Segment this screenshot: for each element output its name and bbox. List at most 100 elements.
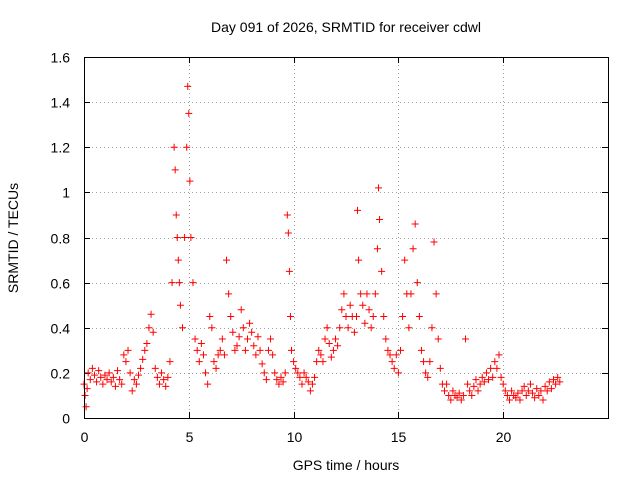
data-point [518,387,526,395]
data-point [361,319,369,327]
data-point [130,376,138,384]
data-point [426,358,434,366]
data-point [478,373,486,381]
x-tick-label: 5 [186,429,194,445]
data-point [543,387,551,395]
data-point [529,389,537,397]
data-point [505,396,513,404]
data-point [120,351,128,359]
data-point [172,211,180,219]
data-point [420,358,428,366]
data-point [273,376,281,384]
data-point [252,351,260,359]
data-point [346,301,354,309]
data-point [220,351,228,359]
data-point [101,371,109,379]
data-point [459,391,467,399]
data-point [284,229,292,237]
y-tick-labels: 0 0.2 0.4 0.6 0.8 1 1.2 1.4 1.6 [51,50,71,427]
data-point [267,335,275,343]
data-point [461,335,469,343]
data-point [378,267,386,275]
data-point [179,324,187,332]
data-point [524,387,532,395]
data-point [457,396,465,404]
x-tick-label: 0 [81,429,89,445]
data-point [304,378,312,386]
data-point [155,380,163,388]
y-tick-label: 0.4 [51,321,71,337]
data-point [441,387,449,395]
data-point [195,358,203,366]
data-point [175,279,183,287]
data-point [340,290,348,298]
data-point [277,373,285,381]
data-point [522,391,530,399]
data-point [103,376,111,384]
data-point [147,310,155,318]
data-point [184,82,192,90]
data-point [449,387,457,395]
data-point [298,380,306,388]
y-tick-label: 1.4 [51,95,71,111]
data-point [296,373,304,381]
data-point [443,380,451,388]
data-point [396,346,404,354]
data-point [352,312,360,320]
data-point [354,206,362,214]
data-point [501,387,509,395]
data-point [382,335,390,343]
data-point [445,391,453,399]
y-tick-label: 0 [62,411,70,427]
data-point [107,378,115,386]
data-point [554,373,562,381]
data-point [338,306,346,314]
data-point [541,382,549,390]
data-point [81,391,89,399]
data-point [139,355,147,363]
data-point [499,380,507,388]
data-point [545,378,553,386]
chart-title: Day 091 of 2026, SRMTID for receiver cdw… [211,19,481,35]
data-point [84,369,92,377]
data-point [204,380,212,388]
data-point [432,290,440,298]
data-point [250,342,258,350]
data-point [208,324,216,332]
y-tick-label: 1.6 [51,50,71,66]
data-point [271,369,279,377]
data-point [290,358,298,366]
data-point [124,346,132,354]
data-point [109,373,117,381]
data-point [128,387,136,395]
data-point [365,306,373,314]
data-point [99,380,107,388]
data-point [306,387,314,395]
data-point [206,312,214,320]
data-point [164,373,172,381]
x-tick-label: 20 [496,429,512,445]
data-point [134,371,142,379]
data-point [342,312,350,320]
data-point [447,396,455,404]
data-point [189,279,197,287]
data-point [434,335,442,343]
data-point [386,351,394,359]
data-point [485,376,493,384]
data-point [344,324,352,332]
x-axis-title: GPS time / hours [293,457,400,473]
data-point [248,328,256,336]
data-point [93,378,101,386]
data-point [399,312,407,320]
data-point [202,369,210,377]
data-point [300,369,308,377]
data-point [455,389,463,397]
data-point [329,346,337,354]
data-point [487,364,495,372]
data-point [286,312,294,320]
data-point [269,351,277,359]
data-point [279,378,287,386]
data-point [231,346,239,354]
data-point [422,369,430,377]
data-point [183,143,191,151]
